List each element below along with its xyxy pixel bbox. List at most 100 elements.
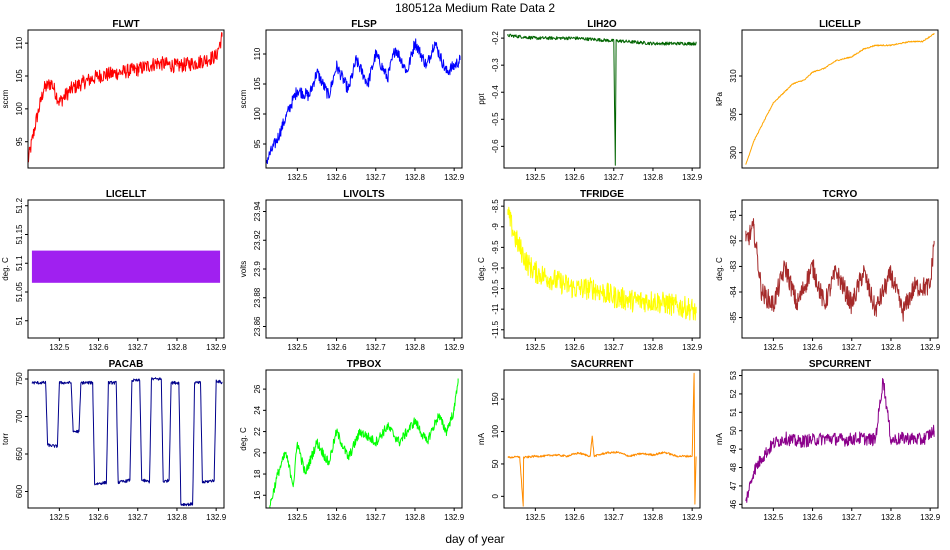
y-axis-label: ppt [477,93,486,105]
y-tick-label: 22 [253,427,262,436]
x-tick-label: 132.7 [128,513,149,522]
x-tick-label: 132.5 [763,513,784,522]
y-axis-label: torr [1,433,10,445]
x-tick-label: 132.9 [444,173,465,182]
y-axis-label: mA [715,432,724,445]
y-tick-label: -9.5 [491,240,500,254]
plot-frame [741,369,939,509]
panel-lih2o: LIH2O ppt -0.6 -0.5 -0.4 -0.3 -0.2 132.5 132.6 13… [477,19,703,182]
series-line-tpbox [269,378,459,508]
y-tick-label: -83 [729,260,738,272]
x-tick-label: 132.8 [167,343,188,352]
y-tick-label: 53 [729,371,738,380]
y-tick-label: 95 [15,137,24,146]
y-tick-label: 100 [15,102,24,116]
panel-flwt: FLWT sccm 95 100 105 110 [1,19,225,169]
panel-spcurrent: SPCURRENT mA 46 47 48 49 50 51 52 53 132.5 132.6 132… [715,359,941,522]
y-axis-label: sccm [1,89,10,108]
panel-title: SACURRENT [571,359,634,370]
panel-title: FLWT [112,19,139,30]
x-tick-label: 132.5 [525,173,546,182]
x-tick-label: 132.5 [287,343,308,352]
panel-title: LIH2O [587,19,617,30]
x-tick-label: 132.9 [682,343,703,352]
x-tick-label: 132.5 [287,513,308,522]
y-tick-label: 49 [729,444,738,453]
plot-frame [741,199,939,339]
panel-flsp: FLSP sccm 95 100 105 110 132.5 132.6 132.7 132.8 1… [239,19,465,182]
series-line-sacurrent [507,372,697,507]
x-tick-label: 132.7 [366,513,387,522]
x-tick-label: 132.7 [128,343,149,352]
x-tick-label: 132.8 [643,173,664,182]
series-line-lih2o [507,33,697,166]
x-tick-label: 132.6 [565,173,586,182]
y-tick-label: 51.05 [15,281,24,302]
panel-grid: FLWT sccm 95 100 105 110 FLSP sccm 95 100 105 110 13… [1,19,941,522]
y-axis-label: deg. C [715,257,724,281]
y-tick-label: -84 [729,286,738,298]
x-tick-label: 132.9 [920,343,941,352]
panel-tpbox: TPBOX deg. C 16 18 20 22 24 26 132.5 132.6 132.7 13… [239,359,465,522]
x-tick-label: 132.6 [565,343,586,352]
y-tick-label: 23.92 [253,230,262,251]
plot-frame [27,369,225,509]
y-tick-label: 105 [253,77,262,91]
y-tick-label: 110 [15,36,24,49]
y-tick-label: -8.5 [491,199,500,213]
plot-frame [265,369,463,509]
panel-title: LICELLT [106,189,146,200]
series-line-flwt [27,32,223,163]
x-tick-label: 132.8 [881,513,902,522]
y-tick-label: 23.86 [253,316,262,337]
x-tick-label: 132.9 [444,343,465,352]
x-tick-label: 132.6 [803,513,824,522]
figure-title: 180512a Medium Rate Data 2 [395,1,555,15]
plot-frame [265,29,463,169]
plot-frame [503,29,701,169]
y-tick-label: 100 [253,107,262,121]
y-tick-label: 47 [729,481,738,490]
x-tick-label: 132.8 [643,513,664,522]
panel-title: SPCURRENT [809,359,871,370]
y-tick-label: 305 [729,107,738,121]
y-tick-label: -11 [491,303,500,315]
panel-pacab: PACAB torr 600 650 700 750 132.5 132.6 132.7 132.… [1,359,227,522]
x-tick-label: 132.6 [565,513,586,522]
y-tick-label: 0 [491,494,500,499]
x-tick-label: 132.9 [920,513,941,522]
y-tick-label: -82 [729,235,738,247]
y-tick-label: 105 [15,69,24,83]
y-tick-label: 26 [253,384,262,393]
y-tick-label: 51.15 [15,224,24,245]
x-tick-label: 132.5 [525,343,546,352]
panel-title: FLSP [351,19,377,30]
series-line-licellp [745,33,935,165]
y-tick-label: 650 [15,447,24,461]
y-tick-label: 51 [15,316,24,325]
y-tick-label: -10 [491,262,500,274]
y-tick-label: 20 [253,448,262,457]
y-tick-label: 50 [729,426,738,435]
plot-frame [27,29,225,169]
y-tick-label: 46 [729,499,738,508]
y-tick-label: 95 [253,139,262,148]
y-tick-label: 16 [253,490,262,499]
x-tick-label: 132.9 [206,343,227,352]
y-tick-label: -0.5 [491,112,500,126]
panel-tfridge: TFRIDGE deg. C -11.5 -11 -10.5 -10 -9.5 -9 -8.5 1… [477,189,703,352]
y-tick-label: -0.3 [491,58,500,72]
plot-frame [503,369,701,509]
x-tick-label: 132.9 [682,513,703,522]
x-tick-label: 132.7 [842,343,863,352]
x-tick-label: 132.8 [167,513,188,522]
y-tick-label: -9 [491,223,500,231]
y-tick-label: 150 [491,392,500,406]
y-tick-label: -11.5 [491,320,500,338]
y-tick-label: 300 [729,145,738,159]
panel-tcryo: TCRYO deg. C -85 -84 -83 -82 -81 132.5 132.6 132.… [715,189,941,352]
series-line-flsp [265,38,461,164]
y-axis-label: kPa [715,92,724,106]
panel-title: LICELLP [819,19,861,30]
x-tick-label: 132.9 [206,513,227,522]
